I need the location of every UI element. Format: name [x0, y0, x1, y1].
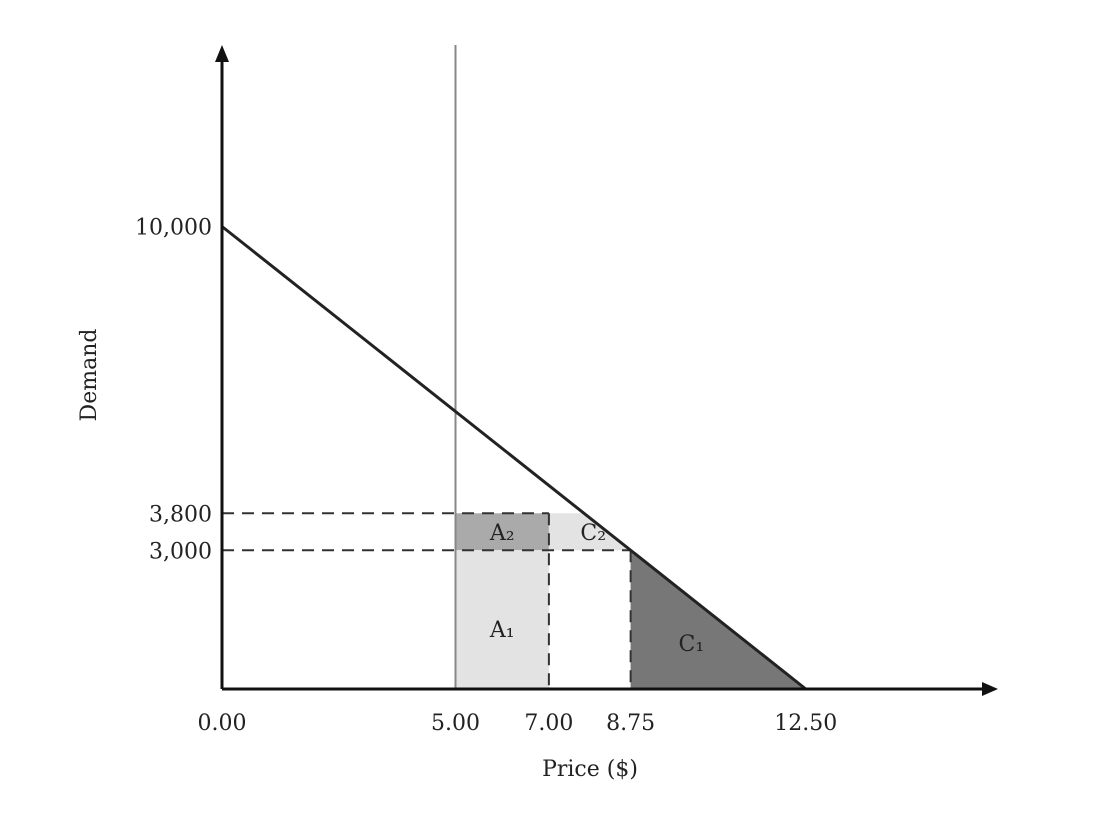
- region-label: A₁: [489, 618, 515, 643]
- y-tick-label: 3,000: [149, 539, 212, 564]
- region-2: [548, 513, 631, 551]
- region-label: C₁: [679, 632, 705, 657]
- x-tick-label: 8.75: [606, 711, 655, 736]
- region-label: A₂: [489, 521, 515, 546]
- region-label: C₂: [580, 521, 606, 546]
- demand-line: [221, 225, 807, 691]
- x-axis-label: Price ($): [542, 757, 638, 782]
- x-tick-label: 7.00: [524, 711, 573, 736]
- x-tick-label: 5.00: [431, 711, 480, 736]
- y-axis-arrow: [215, 45, 229, 62]
- x-axis-arrow: [982, 682, 998, 696]
- chart-labels: 0.00 5.00 7.00 8.75 12.50 10,000 3,800 3,000 A₂ C…: [135, 216, 837, 737]
- y-tick-label: 10,000: [135, 216, 212, 241]
- x-tick-label: 0.00: [198, 711, 247, 736]
- chart-lines: [221, 45, 807, 691]
- region-3: [455, 550, 549, 689]
- y-axis-label: Demand: [77, 329, 102, 422]
- y-tick-label: 3,800: [149, 502, 212, 527]
- region-1: [455, 513, 549, 551]
- chart-axes: [215, 45, 998, 696]
- x-tick-label: 12.50: [774, 711, 837, 736]
